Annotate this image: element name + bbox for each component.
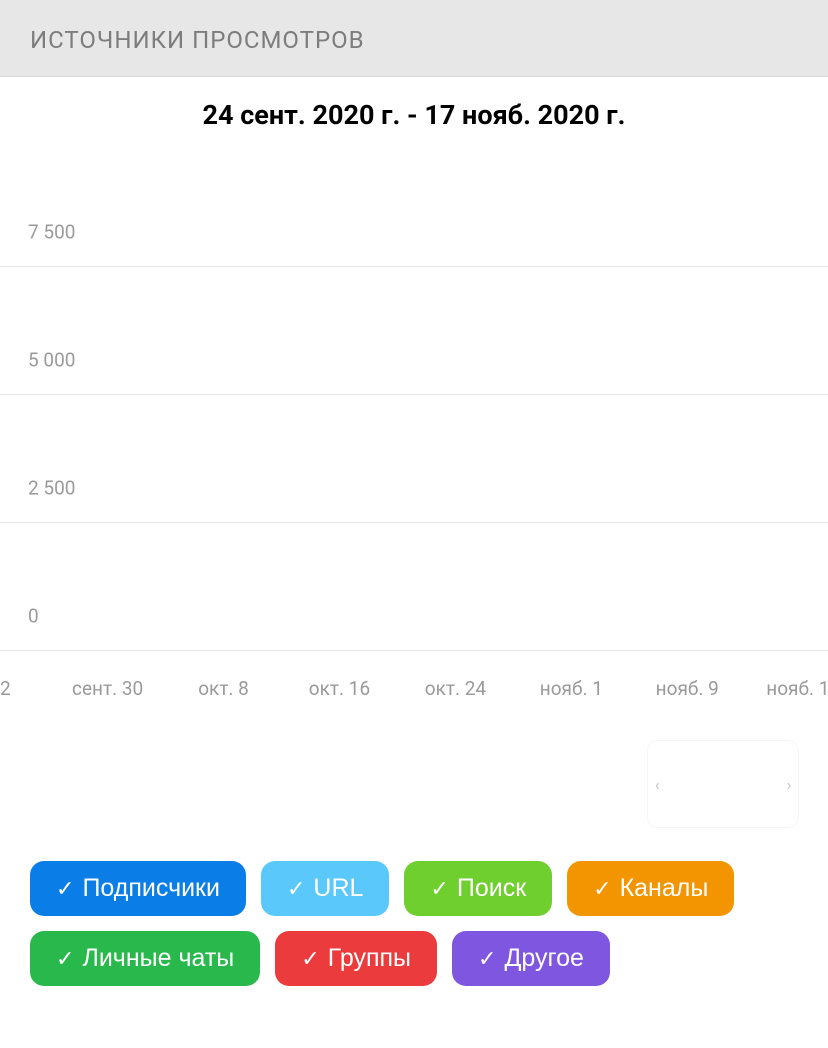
x-axis-label: окт. 8 xyxy=(198,677,249,700)
gridline xyxy=(0,522,828,523)
legend-label: Личные чаты xyxy=(82,944,234,973)
range-navigator[interactable]: ‹ › xyxy=(30,741,798,827)
legend-toggle-chats[interactable]: ✓ Личные чаты xyxy=(30,931,260,986)
y-axis-label: 0 xyxy=(28,605,39,628)
y-axis-label: 5 000 xyxy=(28,349,75,372)
gridline xyxy=(0,650,828,651)
x-axis-label: окт. 16 xyxy=(309,677,370,700)
legend-toggle-groups[interactable]: ✓ Группы xyxy=(275,931,437,986)
x-axis-label: нояб. 17 xyxy=(766,677,828,700)
x-axis-label: нояб. 1 xyxy=(540,677,603,700)
check-icon: ✓ xyxy=(478,946,496,972)
legend-label: Поиск xyxy=(457,874,526,903)
gridline xyxy=(0,394,828,395)
main-chart: 0 2 500 5 000 7 500 2 сент. 30 окт. 8 окт. 16 о… xyxy=(0,171,828,707)
chart-bars[interactable] xyxy=(0,201,828,651)
gridline xyxy=(0,266,828,267)
date-range-label: 24 сент. 2020 г. - 17 нояб. 2020 г. xyxy=(0,77,828,141)
legend-toggle-other[interactable]: ✓ Другое xyxy=(452,931,610,986)
legend-label: Каналы xyxy=(620,874,709,903)
section-header: ИСТОЧНИКИ ПРОСМОТРОВ xyxy=(0,0,828,77)
legend-toggle-subscribers[interactable]: ✓ Подписчики xyxy=(30,861,246,916)
y-axis-label: 7 500 xyxy=(28,221,75,244)
check-icon: ✓ xyxy=(430,876,448,902)
range-window[interactable]: ‹ › xyxy=(648,741,798,827)
check-icon: ✓ xyxy=(287,876,305,902)
y-axis-label: 2 500 xyxy=(28,477,75,500)
x-axis-label: нояб. 9 xyxy=(656,677,719,700)
x-axis-label: сент. 30 xyxy=(72,677,143,700)
check-icon: ✓ xyxy=(56,876,74,902)
x-axis-label: 2 xyxy=(0,677,11,700)
range-handle-right[interactable]: › xyxy=(782,743,796,825)
check-icon: ✓ xyxy=(593,876,611,902)
legend-toggle-search[interactable]: ✓ Поиск xyxy=(404,861,552,916)
mini-bars-focus xyxy=(664,743,782,825)
legend-label: URL xyxy=(313,874,363,903)
x-axis: 2 сент. 30 окт. 8 окт. 16 окт. 24 нояб. 1 нояб… xyxy=(0,663,828,707)
section-title: ИСТОЧНИКИ ПРОСМОТРОВ xyxy=(30,26,798,54)
check-icon: ✓ xyxy=(301,946,319,972)
legend-label: Группы xyxy=(328,944,411,973)
x-axis-label: окт. 24 xyxy=(425,677,486,700)
legend-toggle-channels[interactable]: ✓ Каналы xyxy=(567,861,734,916)
legend: ✓ Подписчики ✓ URL ✓ Поиск ✓ Каналы ✓ Личные чаты… xyxy=(0,827,828,986)
legend-label: Подписчики xyxy=(82,874,220,903)
range-handle-left[interactable]: ‹ xyxy=(650,743,664,825)
chart-plot: 0 2 500 5 000 7 500 xyxy=(0,201,828,651)
check-icon: ✓ xyxy=(56,946,74,972)
legend-label: Другое xyxy=(504,944,583,973)
legend-toggle-url[interactable]: ✓ URL xyxy=(261,861,389,916)
